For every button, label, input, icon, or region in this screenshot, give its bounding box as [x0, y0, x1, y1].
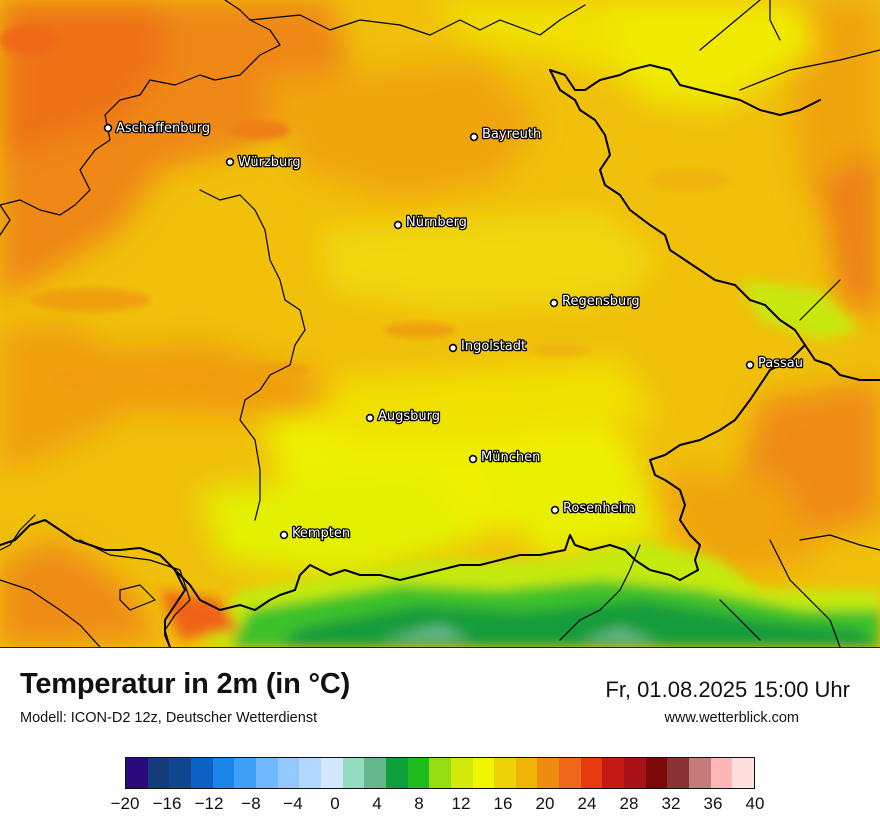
legend-tick-label: 28	[619, 794, 639, 813]
legend-swatch	[602, 758, 625, 788]
legend-tick-label: 16	[493, 794, 513, 813]
legend-swatch	[299, 758, 321, 788]
city-label: Würzburg	[238, 155, 301, 170]
city-label: Rosenheim	[563, 501, 635, 516]
legend-swatch	[342, 758, 365, 788]
legend-swatch	[277, 758, 300, 788]
legend-swatch	[559, 758, 581, 788]
city-ingolstadt[interactable]: Ingolstadt	[448, 338, 527, 355]
legend-tick-label: −12	[194, 794, 224, 813]
city-bayreuth[interactable]: Bayreuth	[469, 126, 543, 143]
legend-swatch	[667, 758, 690, 788]
legend-swatch	[494, 758, 516, 788]
legend-swatch	[126, 758, 148, 788]
field-detail-patches	[0, 25, 730, 377]
city-dot	[550, 505, 560, 515]
legend-swatch	[645, 758, 668, 788]
legend-tick-label: −4	[283, 794, 303, 813]
legend-tick-label: 4	[372, 794, 382, 813]
city-regensburg[interactable]: Regensburg	[549, 293, 641, 310]
legend-swatch	[320, 758, 343, 788]
city-label: Aschaffenburg	[116, 121, 210, 136]
legend-tick-label: 12	[451, 794, 471, 813]
legend-tick-label: 0	[330, 794, 340, 813]
city-label: München	[481, 450, 540, 465]
city-label: Regensburg	[562, 294, 640, 309]
city-dot	[468, 454, 478, 464]
legend-swatch	[147, 758, 170, 788]
legend-swatch	[255, 758, 278, 788]
legend-swatch	[472, 758, 495, 788]
forecast-datetime: Fr, 01.08.2025 15:00 Uhr	[605, 677, 850, 702]
city-label: Passau	[758, 356, 803, 371]
color-scale-legend	[125, 757, 755, 789]
city-dot	[448, 343, 458, 353]
city-label: Kempten	[292, 526, 350, 541]
legend-swatch	[580, 758, 603, 788]
legend-swatch	[212, 758, 235, 788]
city-aschaffenburg[interactable]: Aschaffenburg	[103, 120, 211, 137]
legend-tick-label: −16	[152, 794, 182, 813]
legend-swatch	[450, 758, 473, 788]
legend-swatch	[515, 758, 538, 788]
field-warm-areas	[0, 0, 880, 647]
legend-swatch	[624, 758, 646, 788]
legend-swatch	[234, 758, 256, 788]
legend-swatch	[407, 758, 430, 788]
city-dot	[279, 530, 289, 540]
legend-tick-label: 32	[661, 794, 681, 813]
city-muenchen[interactable]: München	[468, 449, 542, 466]
city-markers: Aschaffenburg Würzburg Bayreuth Nürnberg…	[103, 120, 804, 542]
legend-swatch	[429, 758, 451, 788]
legend-tick-label: 36	[703, 794, 723, 813]
map-title: Temperatur in 2m (in °C)	[20, 668, 351, 700]
city-dot	[549, 298, 559, 308]
color-scale-ticks: −20 −16 −12 −8 −4 0 4 8 12 16 20 24 28 32 36 40	[111, 794, 765, 818]
city-dot	[103, 123, 113, 133]
city-kempten[interactable]: Kempten	[279, 525, 351, 542]
city-dot	[745, 360, 755, 370]
national-borders	[0, 64, 880, 647]
legend-swatch	[169, 758, 191, 788]
temperature-map[interactable]: Aschaffenburg Würzburg Bayreuth Nürnberg…	[0, 0, 880, 648]
legend-swatch	[385, 758, 408, 788]
legend-swatch	[732, 758, 755, 788]
legend-tick-label: 24	[577, 794, 597, 813]
city-passau[interactable]: Passau	[745, 355, 804, 372]
city-dot	[393, 220, 403, 230]
legend-tick-label: 40	[745, 794, 765, 813]
city-label: Augsburg	[378, 409, 440, 424]
state-borders	[0, 0, 880, 647]
field-cooler-areas	[200, 0, 820, 580]
model-source: Modell: ICON-D2 12z, Deutscher Wetterdie…	[20, 710, 318, 726]
city-dot	[469, 132, 479, 142]
city-rosenheim[interactable]: Rosenheim	[550, 500, 636, 517]
legend-swatch	[710, 758, 733, 788]
legend-tick-label: 20	[535, 794, 555, 813]
legend-swatch	[190, 758, 213, 788]
city-wuerzburg[interactable]: Würzburg	[225, 154, 302, 171]
city-label: Bayreuth	[482, 127, 541, 142]
website-link[interactable]: www.wetterblick.com	[664, 710, 799, 726]
city-label: Nürnberg	[406, 215, 467, 230]
legend-swatch	[689, 758, 711, 788]
field-mountains	[160, 280, 880, 647]
legend-swatch	[364, 758, 386, 788]
legend-tick-label: 8	[414, 794, 424, 813]
city-augsburg[interactable]: Augsburg	[365, 408, 441, 425]
temperature-map-svg: Aschaffenburg Würzburg Bayreuth Nürnberg…	[0, 0, 880, 647]
city-dot	[365, 413, 375, 423]
legend-tick-label: −20	[110, 794, 140, 813]
city-label: Ingolstadt	[461, 339, 526, 354]
legend-tick-label: −8	[241, 794, 261, 813]
city-dot	[225, 157, 235, 167]
city-nuernberg[interactable]: Nürnberg	[393, 214, 468, 231]
legend-swatch	[537, 758, 560, 788]
